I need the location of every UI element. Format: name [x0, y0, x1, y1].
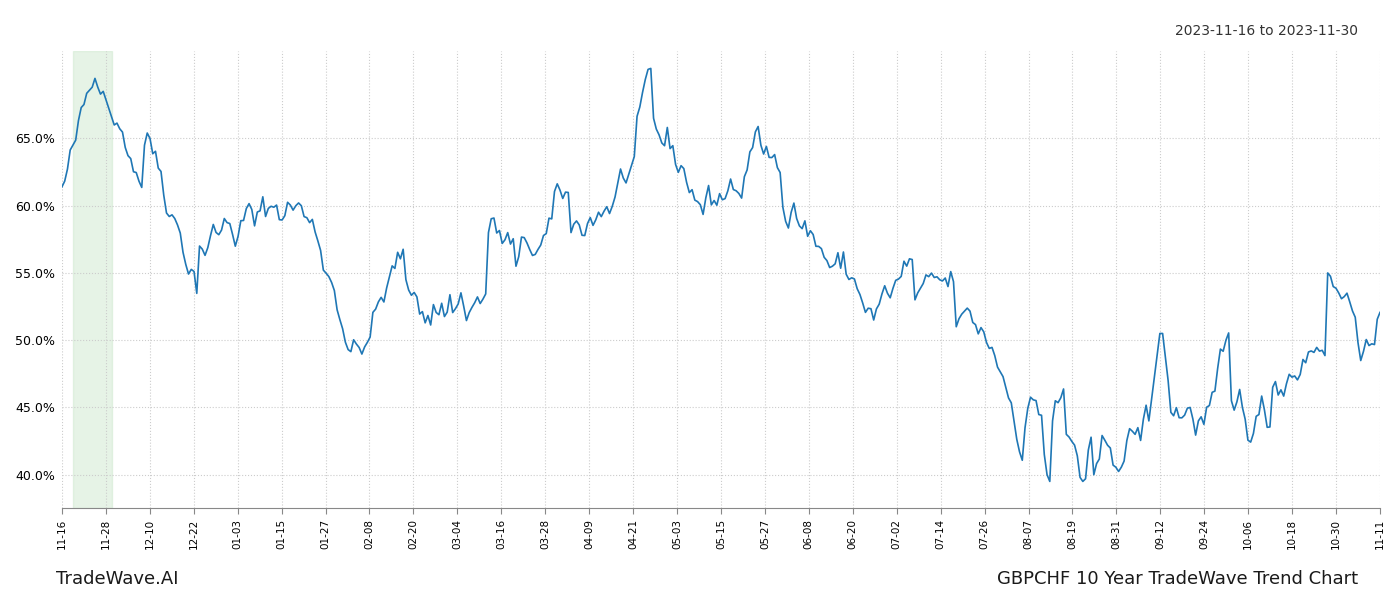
Text: 2023-11-16 to 2023-11-30: 2023-11-16 to 2023-11-30 — [1175, 24, 1358, 38]
Text: TradeWave.AI: TradeWave.AI — [56, 570, 179, 588]
Text: GBPCHF 10 Year TradeWave Trend Chart: GBPCHF 10 Year TradeWave Trend Chart — [997, 570, 1358, 588]
Bar — [73, 51, 112, 508]
